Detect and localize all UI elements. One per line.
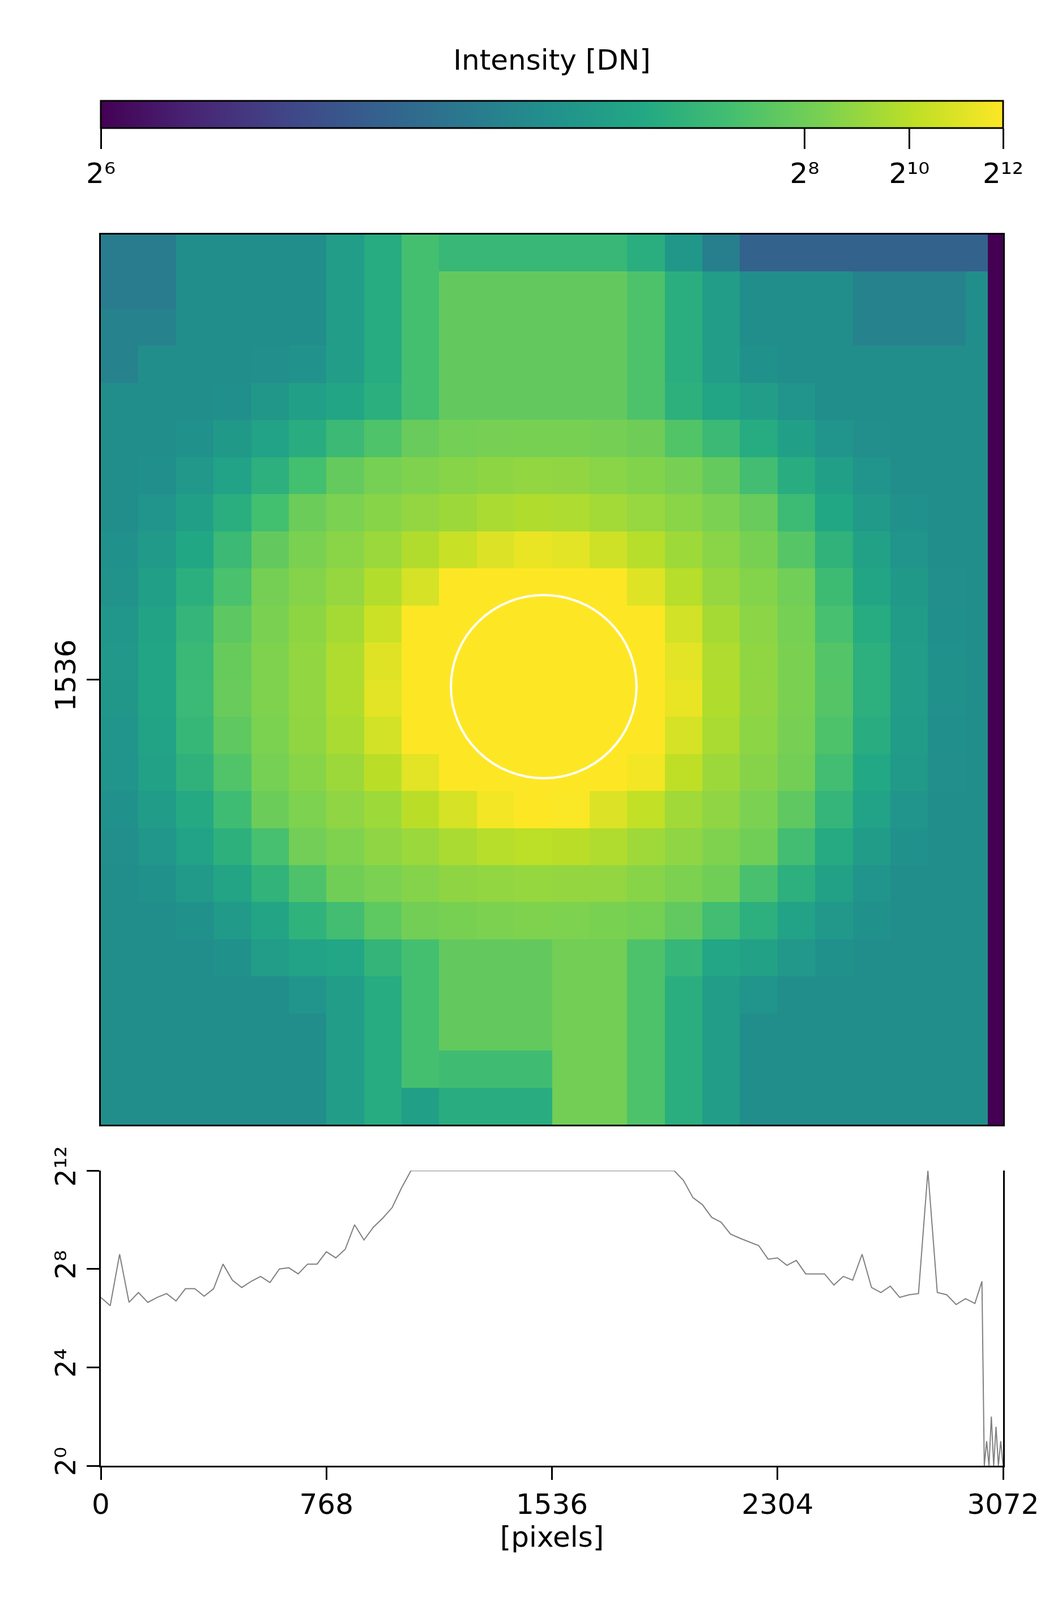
svg-text:2¹²: 2¹²	[49, 1145, 83, 1187]
svg-text:2⁸: 2⁸	[49, 1249, 83, 1279]
svg-text:[pixels]: [pixels]	[500, 1520, 604, 1554]
svg-text:2⁰: 2⁰	[49, 1446, 83, 1477]
svg-text:0: 0	[91, 1487, 110, 1521]
svg-text:2304: 2304	[741, 1487, 814, 1521]
svg-text:1536: 1536	[49, 639, 83, 712]
svg-text:2⁶: 2⁶	[86, 156, 116, 190]
svg-text:3072: 3072	[966, 1487, 1039, 1521]
svg-text:2¹²: 2¹²	[982, 156, 1024, 190]
svg-text:1536: 1536	[515, 1487, 588, 1521]
svg-text:2⁸: 2⁸	[790, 156, 820, 190]
svg-text:2¹⁰: 2¹⁰	[888, 156, 930, 190]
svg-text:768: 768	[299, 1487, 354, 1521]
svg-text:2⁴: 2⁴	[49, 1348, 83, 1378]
svg-text:Intensity [DN]: Intensity [DN]	[453, 43, 651, 77]
